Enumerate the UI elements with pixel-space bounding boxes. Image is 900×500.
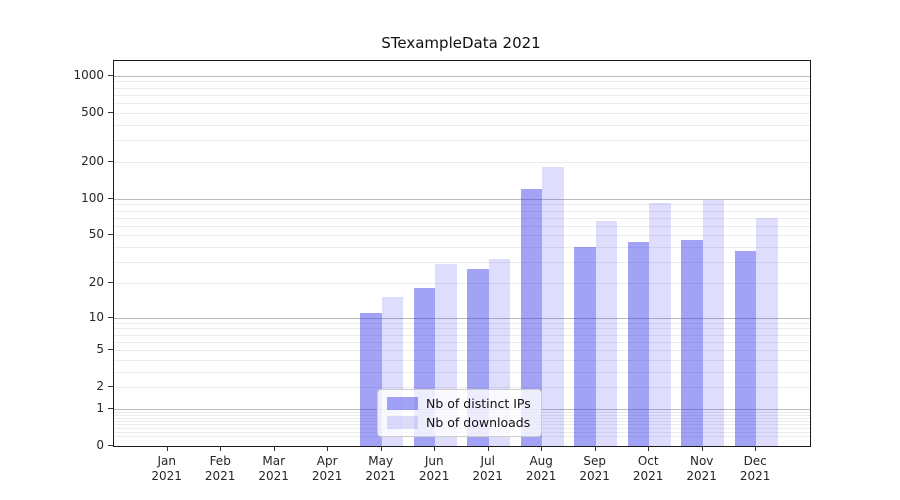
x-axis-tick bbox=[648, 446, 650, 451]
x-axis-tick bbox=[594, 446, 596, 451]
gridline-major bbox=[114, 75, 810, 77]
y-axis-tick-label: 200 bbox=[81, 153, 104, 168]
gridline-minor bbox=[114, 247, 810, 248]
gridline-minor bbox=[114, 350, 810, 351]
x-axis-tick bbox=[273, 446, 275, 451]
x-axis-tick-label: Dec 2021 bbox=[739, 454, 771, 483]
gridline-minor bbox=[114, 124, 810, 126]
gridline-minor bbox=[114, 371, 810, 373]
gridline-minor bbox=[114, 103, 810, 105]
gridline-minor bbox=[114, 282, 810, 284]
legend-swatch-distinct-ips bbox=[387, 397, 418, 410]
x-axis-tick-label: Jul 2021 bbox=[472, 454, 503, 483]
gridline-minor bbox=[114, 334, 810, 336]
gridline-minor bbox=[114, 217, 810, 219]
y-axis-tick bbox=[108, 111, 113, 113]
x-axis-tick bbox=[220, 446, 222, 451]
gridline-minor bbox=[114, 225, 810, 227]
bar-downloads bbox=[649, 203, 671, 446]
y-axis-tick bbox=[108, 197, 113, 199]
y-axis-tick bbox=[108, 407, 113, 409]
bar-distinct-ips bbox=[520, 189, 543, 446]
legend-label-distinct-ips: Nb of distinct IPs bbox=[426, 396, 531, 411]
gridline-minor bbox=[114, 341, 810, 343]
x-axis-tick-label: Oct 2021 bbox=[632, 454, 664, 483]
y-axis-tick bbox=[108, 316, 113, 318]
legend: Nb of distinct IPs Nb of downloads bbox=[377, 389, 542, 437]
bar-downloads bbox=[542, 167, 564, 446]
gridline-minor bbox=[114, 359, 810, 361]
gridline-major bbox=[114, 317, 810, 319]
x-axis-tick-label: Jan 2021 bbox=[151, 454, 182, 483]
x-axis-tick bbox=[755, 446, 757, 451]
bar-downloads bbox=[702, 200, 725, 446]
y-axis-tick bbox=[108, 445, 113, 446]
gridline-minor bbox=[114, 322, 810, 324]
legend-entry-downloads: Nb of downloads bbox=[387, 415, 531, 430]
bar-distinct-ips bbox=[734, 251, 757, 446]
y-axis-tick bbox=[108, 160, 113, 162]
gridline-minor bbox=[114, 210, 810, 212]
gridline-minor bbox=[114, 161, 810, 163]
y-axis-tick-label: 20 bbox=[88, 274, 104, 289]
x-axis-tick-label: May 2021 bbox=[365, 454, 396, 483]
bar-distinct-ips bbox=[627, 242, 650, 446]
x-axis-tick bbox=[166, 446, 168, 451]
bar-distinct-ips bbox=[360, 312, 382, 446]
x-axis-tick-label: Mar 2021 bbox=[258, 454, 289, 483]
legend-swatch-downloads bbox=[387, 416, 418, 429]
y-axis-tick bbox=[108, 74, 113, 76]
x-axis-tick bbox=[380, 446, 382, 451]
gridline-major bbox=[114, 198, 810, 200]
y-axis-tick-label: 10 bbox=[88, 309, 104, 324]
x-axis-tick bbox=[487, 446, 489, 451]
bar-distinct-ips bbox=[681, 239, 703, 446]
plot-area: Nb of distinct IPs Nb of downloads bbox=[113, 60, 811, 447]
x-axis-tick-label: Apr 2021 bbox=[311, 454, 343, 483]
y-axis-tick bbox=[108, 234, 113, 236]
gridline-minor bbox=[114, 81, 810, 83]
x-axis-tick-label: Feb 2021 bbox=[204, 454, 236, 483]
y-axis-tick-label: 100 bbox=[81, 190, 104, 205]
gridline-minor bbox=[114, 387, 810, 389]
legend-label-downloads: Nb of downloads bbox=[426, 415, 531, 430]
gridline-minor bbox=[114, 94, 810, 96]
x-axis-tick bbox=[434, 446, 436, 451]
y-axis-tick bbox=[108, 386, 113, 388]
x-axis-tick-label: Aug 2021 bbox=[525, 454, 557, 483]
y-axis-tick-label: 50 bbox=[88, 227, 104, 242]
gridline-minor bbox=[114, 235, 810, 237]
x-axis-tick bbox=[701, 446, 703, 451]
x-axis-tick-label: Nov 2021 bbox=[686, 454, 717, 483]
y-axis-tick-label: 1000 bbox=[73, 67, 104, 82]
y-axis-tick-label: 2 bbox=[96, 379, 104, 394]
bar-downloads bbox=[756, 218, 778, 446]
y-axis-tick-label: 0 bbox=[96, 438, 104, 452]
y-axis-tick-label: 500 bbox=[81, 104, 104, 119]
x-axis-tick-label: Sep 2021 bbox=[579, 454, 610, 483]
x-axis-tick bbox=[541, 446, 543, 451]
chart-title: STexampleData 2021 bbox=[381, 34, 541, 52]
gridline-minor bbox=[114, 140, 810, 142]
gridline-minor bbox=[114, 328, 810, 330]
x-axis-tick bbox=[327, 446, 329, 451]
y-axis-tick-label: 1 bbox=[96, 400, 104, 415]
y-axis-tick bbox=[108, 281, 113, 283]
gridline-minor bbox=[114, 87, 810, 89]
x-axis-tick-label: Jun 2021 bbox=[418, 454, 450, 483]
y-axis-tick bbox=[108, 349, 113, 350]
gridline-minor bbox=[114, 204, 810, 206]
gridline-minor bbox=[114, 262, 810, 263]
bar-downloads bbox=[595, 220, 618, 446]
bar-distinct-ips bbox=[574, 247, 596, 446]
y-axis-tick-label: 5 bbox=[96, 342, 104, 356]
gridline-minor bbox=[114, 112, 810, 114]
legend-entry-distinct-ips: Nb of distinct IPs bbox=[387, 396, 531, 411]
